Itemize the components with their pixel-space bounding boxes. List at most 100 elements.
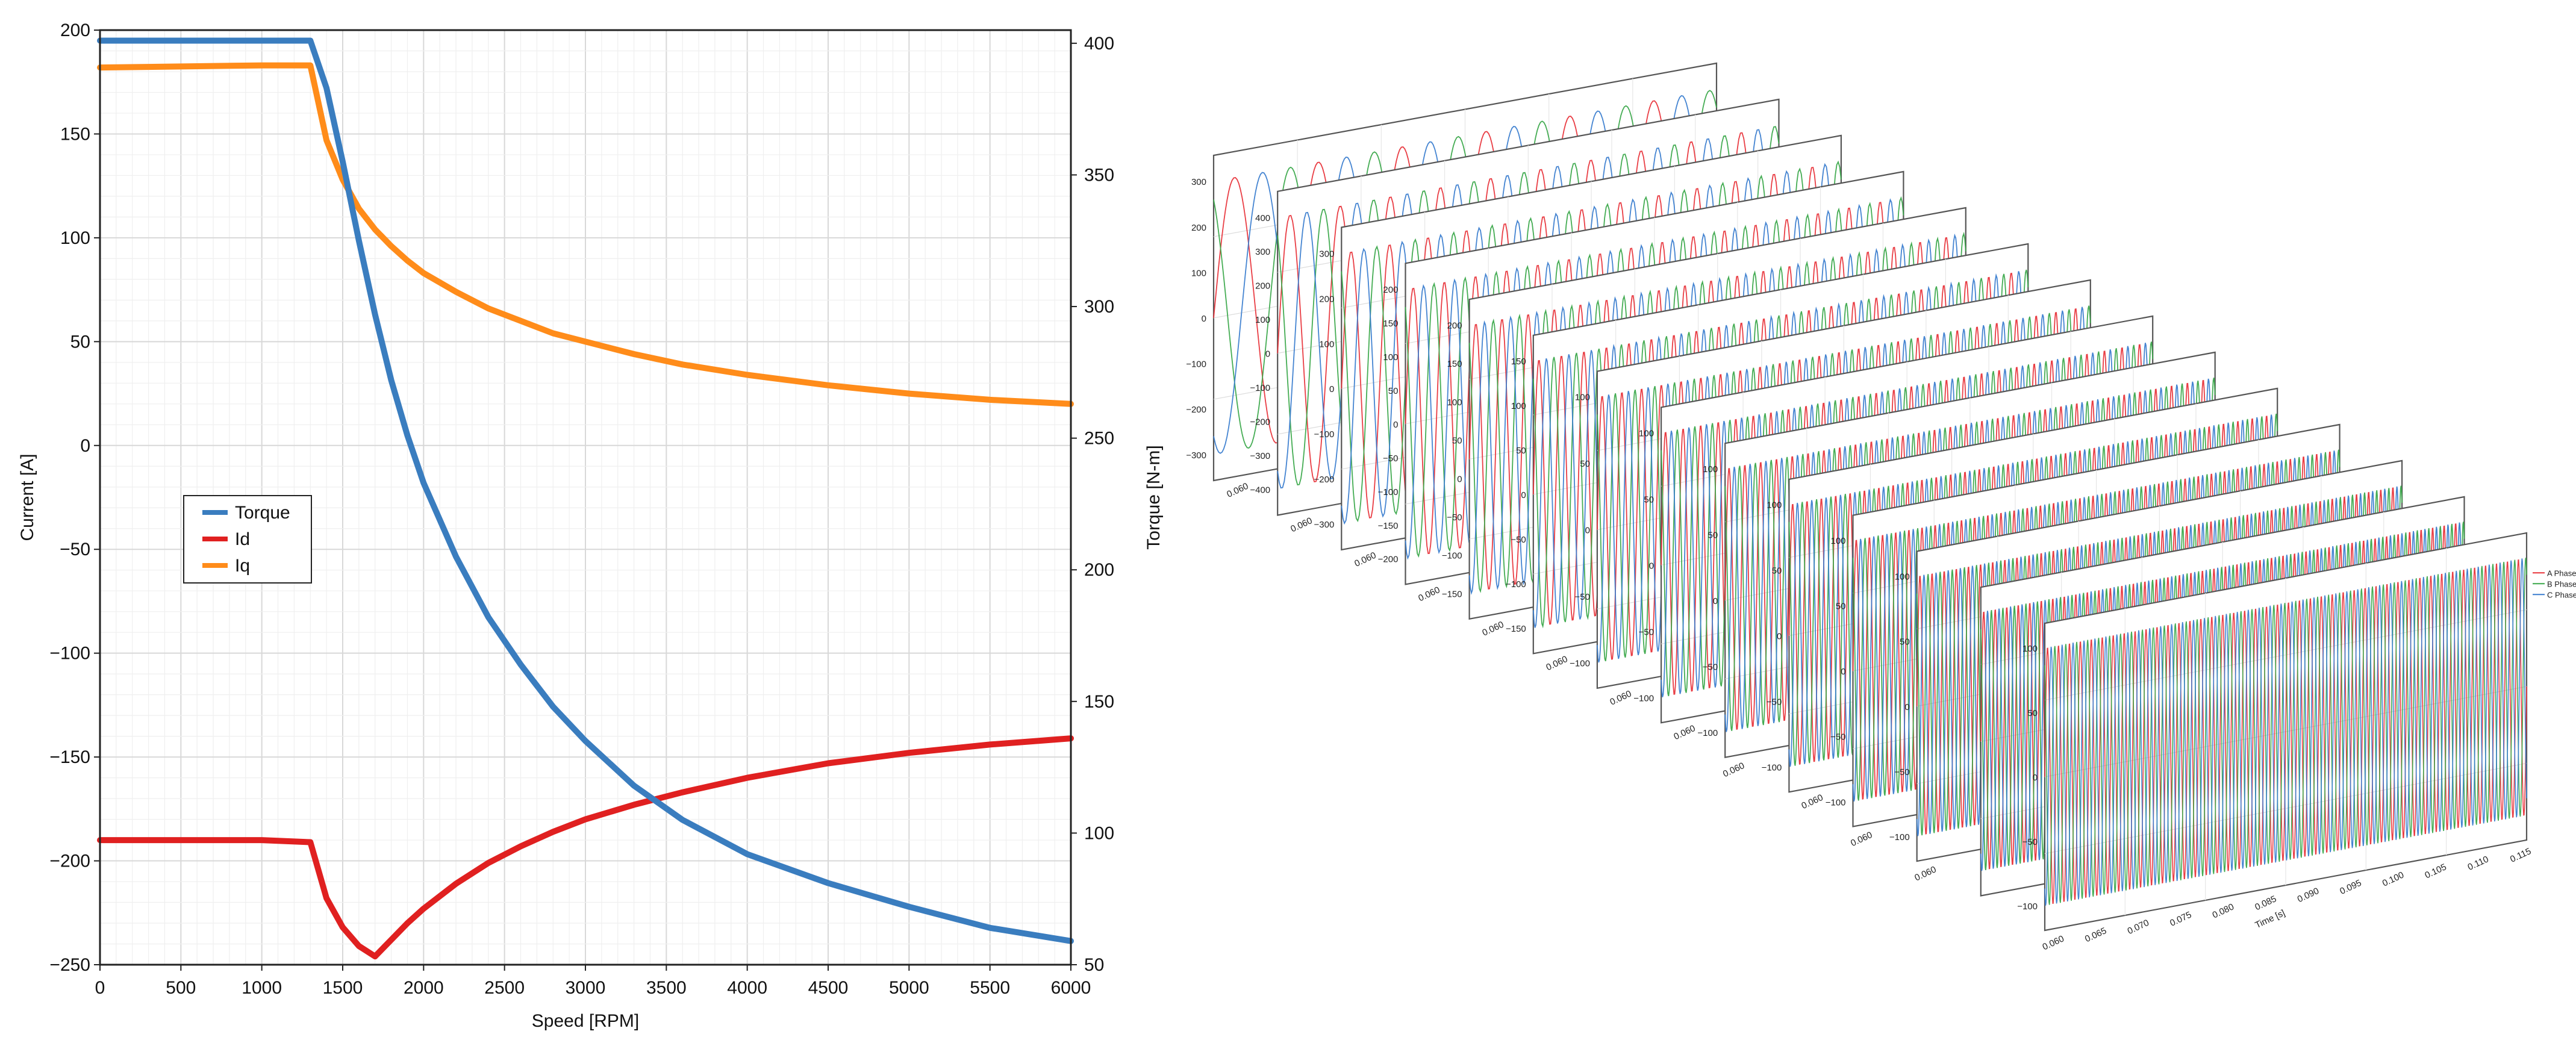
phase-wave	[2044, 558, 2527, 905]
panel-y-tick-label: −50	[1447, 512, 1462, 523]
x-tick-label: 1500	[323, 978, 363, 998]
panel-y-tick-label: 50	[1644, 494, 1654, 505]
x-axis-label: Speed [RPM]	[532, 1011, 639, 1031]
panel-y-tick-label: 100	[1575, 393, 1590, 403]
front-legend-label: A Phase	[2547, 568, 2576, 577]
phase-wave	[1213, 90, 1717, 449]
panel-y-tick-label: −50	[1894, 767, 1909, 777]
panel-y-tick-label: −100	[1250, 383, 1270, 393]
y2-tick-label: 50	[1084, 955, 1104, 975]
left-chart: 0 500 1000 1500 2000 2500 3000 3500 4000 4500 5000…	[17, 20, 1164, 1031]
phase-wave	[2044, 558, 2527, 906]
y2-tick-label: 300	[1084, 297, 1114, 317]
series-line-torque	[97, 37, 1074, 944]
y-axis-label: Current [A]	[17, 453, 37, 541]
panel-y-tick-label: 100	[1895, 572, 1910, 582]
y-tick-label: −250	[49, 955, 90, 975]
panel-y-tick-label: 50	[1452, 436, 1462, 446]
y2-tick-label: 150	[1084, 692, 1114, 712]
panel-y-tick-label: 100	[1703, 464, 1718, 475]
panel-y-tick-label: 100	[1255, 315, 1270, 325]
panel-y-tick-label: 50	[1772, 566, 1782, 576]
panel-y-tick-label: −300	[1250, 451, 1270, 461]
panel-y-tick-label: −300	[1186, 450, 1206, 461]
panel-y-tick-label: −150	[1442, 589, 1462, 599]
panel-y-tick-label: −200	[1314, 475, 1335, 485]
y2-tick-label: 100	[1084, 823, 1114, 843]
panel-y-tick-label: −100	[2017, 901, 2038, 912]
series-line-iq	[97, 62, 1074, 407]
panel-y-tick-label: 100	[1191, 268, 1206, 278]
x-tick-label: 2500	[484, 978, 525, 998]
legend-label-torque: Torque	[235, 503, 290, 523]
panel-y-tick-label: 0	[1649, 561, 1654, 571]
panel-y-tick-label: −50	[1383, 453, 1398, 464]
panel-y-tick-label: −100	[1826, 797, 1846, 808]
x-tick-label: 3000	[566, 978, 606, 998]
panel-y-tick-label: −200	[1378, 555, 1399, 565]
x-tick-label: 500	[166, 978, 196, 998]
y-tick-label: 50	[70, 332, 90, 352]
panel-y-tick-label: 0	[1904, 702, 1909, 712]
y-tick-label: 0	[80, 436, 90, 456]
y-tick-label: −100	[49, 644, 90, 664]
left-series-lines	[97, 37, 1074, 960]
panel-y-tick-label: −50	[1574, 592, 1589, 602]
x-tick-label: 4000	[727, 978, 767, 998]
y2-tick-label: 200	[1084, 560, 1114, 580]
x-tick-label: 3500	[646, 978, 687, 998]
y2-tick-label: 250	[1084, 429, 1114, 449]
panel-y-tick-label: −50	[2022, 837, 2038, 847]
legend-label-iq: Iq	[235, 556, 250, 576]
panel-y-tick-label: −400	[1250, 485, 1270, 495]
panel-y-tick-label: 100	[1767, 500, 1782, 510]
panel-y-tick-label: 0	[1585, 526, 1590, 536]
series-line-id	[97, 735, 1074, 960]
x-tick-label: 1000	[242, 978, 282, 998]
panel-y-tick-label: 200	[1447, 321, 1462, 331]
panel-y-tick-label: 300	[1255, 247, 1270, 257]
panel-y-tick-label: 0	[1329, 384, 1334, 394]
y2-tick-label: 400	[1084, 34, 1114, 54]
panel-y-tick-label: −50	[1639, 627, 1654, 637]
panel-y-tick-label: 50	[1388, 386, 1399, 396]
y2-tick-label: 350	[1084, 165, 1114, 185]
panel-y-tick-label: −200	[1186, 405, 1206, 415]
panel-y-tick-label: −100	[1186, 360, 1206, 370]
panel-y-tick-label: −100	[1889, 832, 1910, 842]
panel-y-tick-label: 0	[1841, 667, 1845, 677]
panel-y-tick-label: 200	[1319, 294, 1334, 304]
panel-y-tick-label: −50	[1511, 535, 1526, 545]
panel-y-tick-label: 50	[1708, 530, 1718, 540]
panel-y-tick-label: 150	[1511, 356, 1526, 367]
panel-y-tick-label: 100	[1511, 401, 1526, 411]
panel-y-tick-label: 150	[1383, 319, 1398, 329]
panel-y-tick-label: −100	[1442, 551, 1462, 561]
panel-y-tick-label: 50	[1836, 602, 1846, 612]
panel-y-tick-label: 50	[1580, 459, 1590, 469]
panel-y-tick-label: 200	[1255, 281, 1270, 291]
panel-y-tick-label: 100	[1447, 397, 1462, 408]
x-tick-label: 5000	[889, 978, 929, 998]
panel-y-tick-label: −200	[1250, 417, 1270, 428]
panel-y-tick-label: −50	[1767, 697, 1782, 708]
panel-y-tick-label: −50	[1830, 732, 1845, 742]
phase-wave	[1980, 521, 2465, 871]
legend-label-id: Id	[235, 529, 250, 549]
left-y2-ticks: 400 350 300 250 200 150 100 50	[1071, 34, 1114, 975]
panel-y-tick-label: −100	[1633, 693, 1654, 703]
panel-y-tick-label: 300	[1319, 249, 1334, 259]
panel-y-tick-label: −150	[1506, 624, 1526, 634]
y-tick-label: 150	[60, 124, 90, 144]
panel-y-tick-label: −150	[1378, 521, 1399, 531]
phase-wave	[2044, 559, 2527, 904]
x-tick-label: 6000	[1051, 978, 1091, 998]
waveform-panels-stack: 3002001000−100−200−3000.0604003002001000…	[1186, 62, 2576, 953]
panel-y-tick-label: 300	[1191, 177, 1206, 187]
panel-y-tick-label: 100	[1383, 352, 1398, 363]
x-tick-label: 4500	[808, 978, 849, 998]
front-legend-label: C Phase	[2547, 590, 2576, 599]
y2-axis-label: Torque [N-m]	[1144, 445, 1164, 549]
front-legend-label: B Phase	[2547, 579, 2576, 588]
